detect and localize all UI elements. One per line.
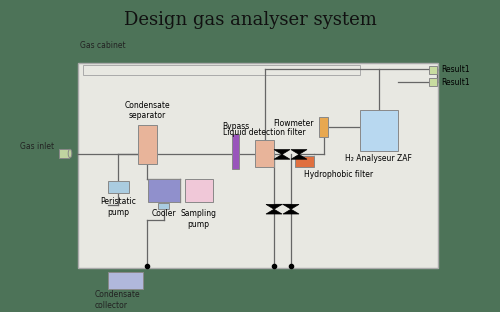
Bar	[360, 110, 398, 150]
Polygon shape	[283, 209, 299, 214]
Text: Sampling
pump: Sampling pump	[180, 209, 216, 229]
Bar	[185, 179, 212, 202]
Polygon shape	[266, 204, 282, 209]
Text: Liquid detection filter: Liquid detection filter	[223, 128, 306, 137]
Bar	[295, 156, 314, 167]
Text: Cooler: Cooler	[152, 209, 176, 218]
Text: Bypass: Bypass	[222, 122, 249, 131]
Bar	[138, 125, 156, 164]
Text: Gas cabinet: Gas cabinet	[80, 41, 126, 50]
Text: Design gas analyser system: Design gas analyser system	[124, 11, 376, 28]
Bar	[108, 181, 128, 193]
Polygon shape	[274, 154, 290, 159]
Bar	[429, 66, 437, 74]
Bar	[255, 140, 274, 167]
Polygon shape	[283, 204, 299, 209]
Bar	[319, 117, 328, 137]
Bar	[82, 65, 360, 75]
Bar	[58, 149, 70, 158]
Text: Condensate
collector: Condensate collector	[95, 290, 140, 310]
Bar	[158, 202, 169, 209]
Text: H₂ Analyseur ZAF: H₂ Analyseur ZAF	[345, 154, 412, 163]
Bar	[108, 272, 142, 289]
Text: Flowmeter: Flowmeter	[274, 119, 314, 128]
Bar	[78, 63, 438, 268]
Text: Hydrophobic filter: Hydrophobic filter	[304, 170, 374, 179]
Polygon shape	[274, 149, 290, 154]
Text: Result1: Result1	[442, 77, 470, 86]
Polygon shape	[291, 154, 307, 159]
Text: Condensate
separator: Condensate separator	[124, 101, 170, 120]
Bar	[429, 78, 437, 86]
Text: Result1: Result1	[442, 66, 470, 75]
Bar	[148, 179, 180, 202]
Text: Peristatic
pump: Peristatic pump	[100, 197, 136, 217]
Bar	[232, 134, 239, 168]
Polygon shape	[266, 209, 282, 214]
Polygon shape	[291, 149, 307, 154]
Text: Gas inlet: Gas inlet	[20, 142, 54, 150]
Ellipse shape	[68, 149, 72, 158]
